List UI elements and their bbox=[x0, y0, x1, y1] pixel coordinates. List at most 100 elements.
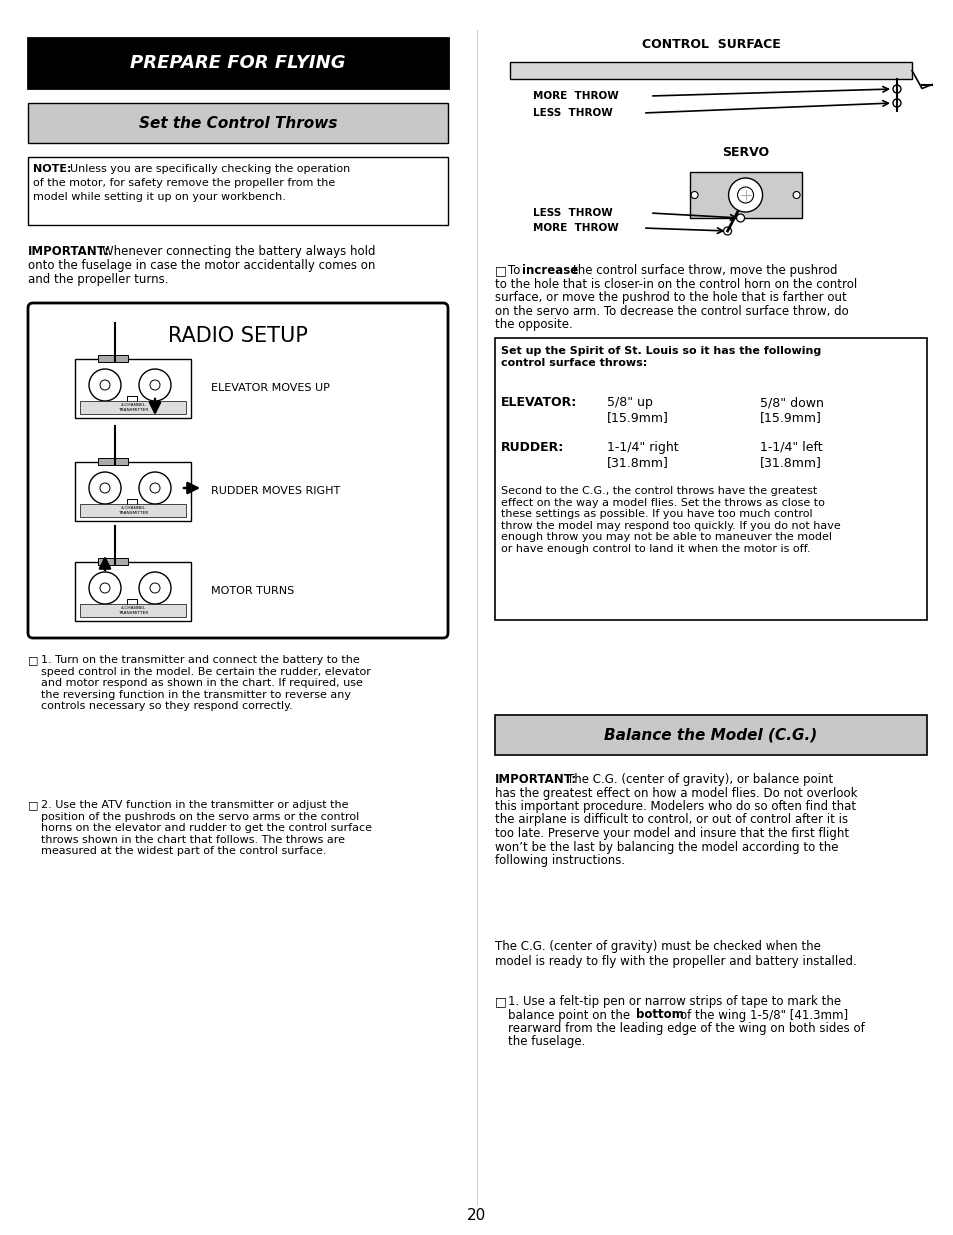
FancyBboxPatch shape bbox=[80, 400, 186, 414]
Text: □: □ bbox=[28, 655, 38, 664]
FancyBboxPatch shape bbox=[495, 715, 926, 755]
FancyBboxPatch shape bbox=[98, 457, 128, 464]
Text: MORE  THROW: MORE THROW bbox=[533, 91, 618, 101]
Text: of the wing 1-5/8" [41.3mm]: of the wing 1-5/8" [41.3mm] bbox=[679, 1009, 847, 1021]
Text: SERVO: SERVO bbox=[721, 146, 768, 158]
Text: PREPARE FOR FLYING: PREPARE FOR FLYING bbox=[131, 54, 345, 72]
Text: □: □ bbox=[495, 264, 506, 277]
Circle shape bbox=[150, 583, 160, 593]
Text: and the propeller turns.: and the propeller turns. bbox=[28, 273, 169, 287]
Text: LESS  THROW: LESS THROW bbox=[533, 107, 612, 119]
Circle shape bbox=[722, 227, 731, 235]
Circle shape bbox=[100, 380, 110, 390]
Text: 5/8" down: 5/8" down bbox=[760, 396, 823, 409]
Circle shape bbox=[89, 572, 121, 604]
Circle shape bbox=[100, 483, 110, 493]
Text: the airplane is difficult to control, or out of control after it is: the airplane is difficult to control, or… bbox=[495, 814, 847, 826]
FancyBboxPatch shape bbox=[80, 504, 186, 516]
Text: following instructions.: following instructions. bbox=[495, 853, 624, 867]
Text: LESS  THROW: LESS THROW bbox=[533, 207, 612, 219]
Circle shape bbox=[892, 99, 900, 107]
Text: 5/8" up: 5/8" up bbox=[606, 396, 652, 409]
Text: rearward from the leading edge of the wing on both sides of: rearward from the leading edge of the wi… bbox=[507, 1023, 863, 1035]
Text: this important procedure. Modelers who do so often find that: this important procedure. Modelers who d… bbox=[495, 800, 855, 813]
FancyBboxPatch shape bbox=[28, 103, 448, 143]
Text: to the hole that is closer-in on the control horn on the control: to the hole that is closer-in on the con… bbox=[495, 278, 857, 290]
Text: 4-CHANNEL
TRANSMITTER: 4-CHANNEL TRANSMITTER bbox=[117, 506, 148, 515]
Text: MORE  THROW: MORE THROW bbox=[533, 224, 618, 233]
Text: MOTOR TURNS: MOTOR TURNS bbox=[211, 585, 294, 597]
Circle shape bbox=[728, 178, 761, 212]
Text: has the greatest effect on how a model flies. Do not overlook: has the greatest effect on how a model f… bbox=[495, 787, 857, 799]
FancyBboxPatch shape bbox=[75, 358, 191, 417]
Text: 4-CHANNEL
TRANSMITTER: 4-CHANNEL TRANSMITTER bbox=[117, 403, 148, 411]
Circle shape bbox=[792, 191, 800, 199]
Circle shape bbox=[100, 583, 110, 593]
FancyBboxPatch shape bbox=[75, 562, 191, 620]
Circle shape bbox=[89, 369, 121, 401]
Text: increase: increase bbox=[521, 264, 578, 277]
Text: the fuselage.: the fuselage. bbox=[507, 1035, 585, 1049]
FancyBboxPatch shape bbox=[98, 557, 128, 564]
Text: ELEVATOR MOVES UP: ELEVATOR MOVES UP bbox=[211, 383, 330, 393]
Text: Unless you are specifically checking the operation: Unless you are specifically checking the… bbox=[70, 164, 350, 174]
Text: IMPORTANT:: IMPORTANT: bbox=[495, 773, 577, 785]
Circle shape bbox=[736, 214, 743, 222]
Text: RADIO SETUP: RADIO SETUP bbox=[168, 326, 308, 346]
Text: the control surface throw, move the pushrod: the control surface throw, move the push… bbox=[573, 264, 837, 277]
Text: Set the Control Throws: Set the Control Throws bbox=[138, 116, 337, 131]
FancyBboxPatch shape bbox=[127, 396, 137, 406]
Circle shape bbox=[139, 572, 171, 604]
Text: [31.8mm]: [31.8mm] bbox=[606, 456, 668, 469]
Text: Second to the C.G., the control throws have the greatest
effect on the way a mod: Second to the C.G., the control throws h… bbox=[500, 487, 840, 555]
Text: onto the fuselage in case the motor accidentally comes on: onto the fuselage in case the motor acci… bbox=[28, 259, 375, 272]
Text: [15.9mm]: [15.9mm] bbox=[606, 411, 668, 424]
FancyBboxPatch shape bbox=[98, 354, 128, 362]
FancyBboxPatch shape bbox=[495, 338, 926, 620]
Circle shape bbox=[150, 380, 160, 390]
Text: The C.G. (center of gravity) must be checked when the
model is ready to fly with: The C.G. (center of gravity) must be che… bbox=[495, 940, 856, 968]
Text: □: □ bbox=[28, 800, 38, 810]
Text: 4-CHANNEL
TRANSMITTER: 4-CHANNEL TRANSMITTER bbox=[117, 606, 148, 615]
Text: bottom: bottom bbox=[636, 1009, 683, 1021]
Text: □: □ bbox=[495, 995, 506, 1008]
Text: 20: 20 bbox=[467, 1208, 486, 1223]
FancyBboxPatch shape bbox=[689, 172, 801, 219]
Text: of the motor, for safety remove the propeller from the: of the motor, for safety remove the prop… bbox=[33, 178, 335, 188]
Text: too late. Preserve your model and insure that the first flight: too late. Preserve your model and insure… bbox=[495, 827, 848, 840]
FancyBboxPatch shape bbox=[28, 303, 448, 638]
Text: Whenever connecting the battery always hold: Whenever connecting the battery always h… bbox=[102, 245, 375, 258]
Circle shape bbox=[139, 369, 171, 401]
Text: [15.9mm]: [15.9mm] bbox=[760, 411, 821, 424]
Text: [31.8mm]: [31.8mm] bbox=[760, 456, 821, 469]
Text: Set up the Spirit of St. Louis so it has the following
control surface throws:: Set up the Spirit of St. Louis so it has… bbox=[500, 346, 821, 368]
Circle shape bbox=[89, 472, 121, 504]
Text: NOTE:: NOTE: bbox=[33, 164, 71, 174]
Circle shape bbox=[737, 186, 753, 203]
FancyBboxPatch shape bbox=[127, 599, 137, 609]
Text: The C.G. (center of gravity), or balance point: The C.G. (center of gravity), or balance… bbox=[566, 773, 832, 785]
FancyBboxPatch shape bbox=[80, 604, 186, 616]
FancyBboxPatch shape bbox=[28, 38, 448, 88]
Circle shape bbox=[690, 191, 698, 199]
Text: Balance the Model (C.G.): Balance the Model (C.G.) bbox=[604, 727, 817, 742]
Text: 1. Turn on the transmitter and connect the battery to the
speed control in the m: 1. Turn on the transmitter and connect t… bbox=[41, 655, 371, 711]
Text: 1. Use a felt-tip pen or narrow strips of tape to mark the: 1. Use a felt-tip pen or narrow strips o… bbox=[507, 995, 841, 1008]
Text: the opposite.: the opposite. bbox=[495, 317, 572, 331]
Circle shape bbox=[892, 85, 900, 93]
Circle shape bbox=[150, 483, 160, 493]
Text: ELEVATOR:: ELEVATOR: bbox=[500, 396, 577, 409]
Text: balance point on the: balance point on the bbox=[507, 1009, 633, 1021]
FancyBboxPatch shape bbox=[75, 462, 191, 520]
Text: RUDDER:: RUDDER: bbox=[500, 441, 563, 454]
Text: 1-1/4" left: 1-1/4" left bbox=[760, 441, 821, 454]
FancyBboxPatch shape bbox=[28, 157, 448, 225]
Text: surface, or move the pushrod to the hole that is farther out: surface, or move the pushrod to the hole… bbox=[495, 291, 846, 304]
FancyBboxPatch shape bbox=[510, 62, 911, 79]
Text: 1-1/4" right: 1-1/4" right bbox=[606, 441, 678, 454]
Text: IMPORTANT:: IMPORTANT: bbox=[28, 245, 110, 258]
Text: RUDDER MOVES RIGHT: RUDDER MOVES RIGHT bbox=[211, 487, 340, 496]
FancyBboxPatch shape bbox=[127, 499, 137, 509]
Circle shape bbox=[139, 472, 171, 504]
Text: won’t be the last by balancing the model according to the: won’t be the last by balancing the model… bbox=[495, 841, 838, 853]
